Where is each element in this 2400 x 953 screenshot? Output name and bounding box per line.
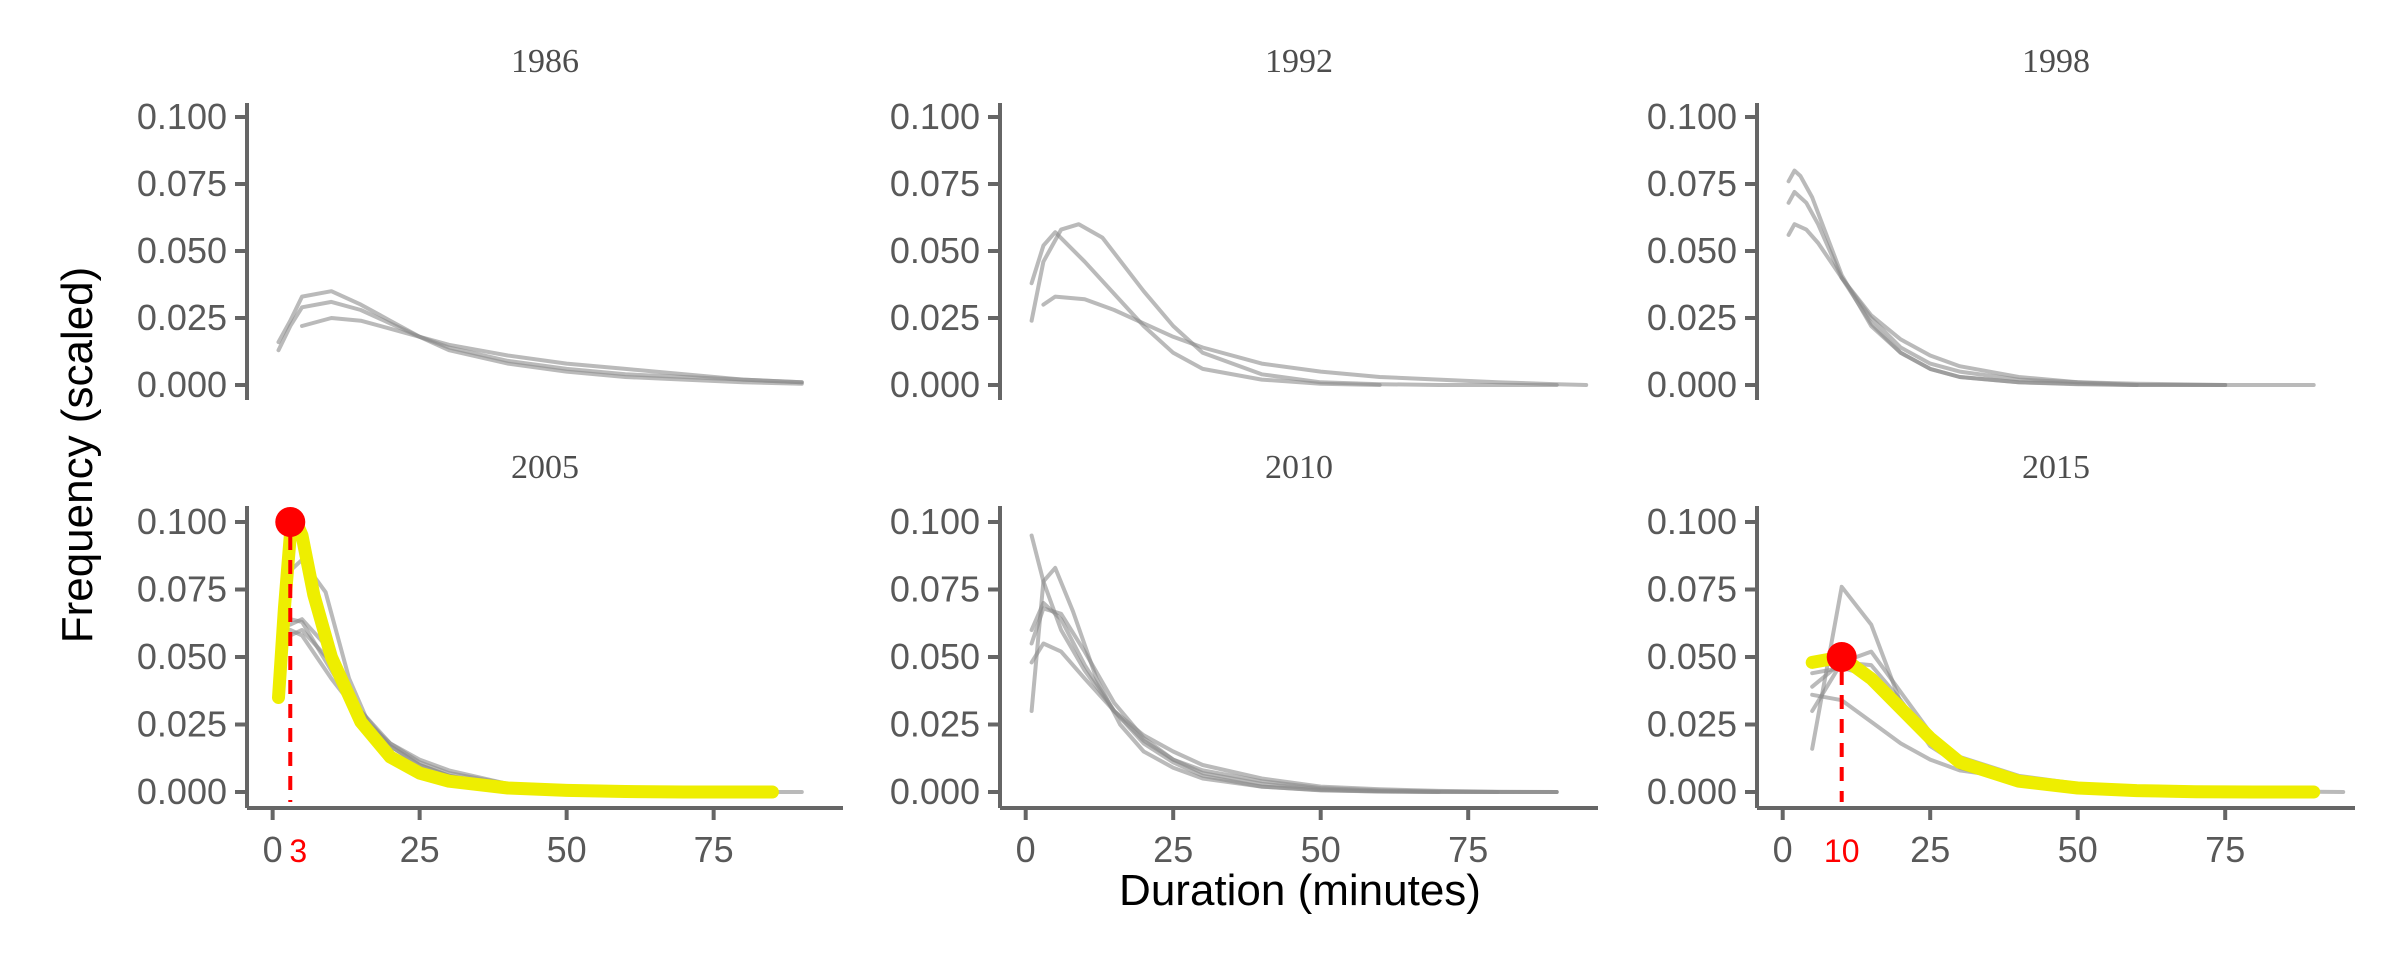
- series-line-4: [1029, 641, 1559, 794]
- y-tick-label: 0.100: [1647, 501, 1737, 542]
- y-tick-label: 0.100: [137, 501, 227, 542]
- y-tick-label: 0.075: [137, 163, 227, 204]
- series-line-3: [1029, 606, 1559, 794]
- y-tick-label: 0.075: [1647, 163, 1737, 204]
- highlight-line: [1805, 650, 2321, 799]
- series-line-2: [1029, 222, 1559, 387]
- peak-label: 3: [289, 833, 307, 869]
- series-line-3: [1786, 168, 2316, 387]
- x-tick-label: 75: [694, 829, 734, 870]
- series-line-2: [1810, 649, 2316, 794]
- panel-title: 1986: [511, 43, 579, 80]
- series-line-5: [1029, 601, 1441, 794]
- y-tick-label: 0.000: [890, 771, 980, 812]
- series-line-2: [1786, 190, 2228, 387]
- panel-title: 1998: [2022, 43, 2090, 80]
- series-line-5: [1810, 660, 2316, 794]
- series-line-3: [1041, 294, 1589, 387]
- y-axis-title: Frequency (scaled): [53, 267, 102, 644]
- series-line-2: [276, 289, 804, 386]
- x-tick-label: 0: [1773, 829, 1793, 870]
- panel-title: 2010: [1265, 449, 1333, 486]
- y-tick-label: 0.075: [137, 569, 227, 610]
- y-tick-label: 0.075: [890, 569, 980, 610]
- y-tick-label: 0.100: [890, 96, 980, 137]
- panel-1992: 1992 0.000 0.025 0.050 0.075 0.100: [890, 43, 1589, 405]
- x-tick-label: 50: [2058, 829, 2098, 870]
- x-tick-label: 75: [1448, 829, 1488, 870]
- panel-title: 2015: [2022, 449, 2090, 486]
- peak-label: 10: [1824, 833, 1860, 869]
- y-tick-label: 0.000: [1647, 364, 1737, 405]
- y-tick-label: 0.025: [1647, 704, 1737, 745]
- y-tick-label: 0.050: [137, 636, 227, 677]
- y-tick-label: 0.050: [1647, 636, 1737, 677]
- panel-2005: 2005 0.000 0.025 0.050 0.075 0.100 0 25 50 75 3: [137, 449, 843, 870]
- series-line-3: [300, 316, 804, 385]
- series-line-1: [276, 299, 804, 385]
- y-tick-label: 0.050: [1647, 230, 1737, 271]
- y-tick-label: 0.000: [137, 771, 227, 812]
- x-tick-label: 0: [1016, 829, 1036, 870]
- series-line-4: [1839, 275, 2139, 387]
- peak-marker: [275, 507, 306, 537]
- peak-marker: [1826, 642, 1857, 672]
- x-tick-label: 75: [2205, 829, 2245, 870]
- x-tick-label: 25: [1910, 829, 1950, 870]
- x-tick-label: 50: [1301, 829, 1341, 870]
- x-tick-label: 25: [1153, 829, 1193, 870]
- y-tick-label: 0.075: [890, 163, 980, 204]
- y-tick-label: 0.000: [137, 364, 227, 405]
- panel-title: 1992: [1265, 43, 1333, 80]
- panel-2010: 2010 0.000 0.025 0.050 0.075 0.100 0 25 50 75: [890, 449, 1598, 870]
- series-line-1: [1029, 533, 1559, 794]
- y-tick-label: 0.000: [890, 364, 980, 405]
- highlight-line: [272, 515, 779, 799]
- y-tick-label: 0.025: [890, 704, 980, 745]
- series-line-1: [1029, 230, 1382, 387]
- x-tick-label: 25: [400, 829, 440, 870]
- y-tick-label: 0.050: [137, 230, 227, 271]
- series-line-2: [288, 557, 804, 794]
- y-tick-label: 0.050: [890, 636, 980, 677]
- y-tick-label: 0.100: [890, 501, 980, 542]
- y-tick-label: 0.100: [137, 96, 227, 137]
- x-tick-label: 50: [547, 829, 587, 870]
- panel-1986: 1986 0.000 0.025 0.050 0.075 0.100: [137, 43, 804, 405]
- panel-title: 2005: [511, 449, 579, 486]
- y-tick-label: 0.050: [890, 230, 980, 271]
- series-line-4: [1810, 692, 2346, 794]
- y-tick-label: 0.025: [1647, 297, 1737, 338]
- y-tick-label: 0.025: [137, 704, 227, 745]
- y-tick-label: 0.025: [890, 297, 980, 338]
- y-tick-label: 0.100: [1647, 96, 1737, 137]
- y-tick-label: 0.000: [1647, 771, 1737, 812]
- panel-2015: 2015 0.000 0.025 0.050 0.075 0.100 0 25 50 75 10: [1647, 449, 2355, 870]
- panel-1998: 1998 0.000 0.025 0.050 0.075 0.100: [1647, 43, 2316, 405]
- x-tick-label: 0: [263, 829, 283, 870]
- series-line-1: [1786, 222, 2228, 387]
- y-tick-label: 0.075: [1647, 569, 1737, 610]
- x-axis-title: Duration (minutes): [1119, 866, 1481, 915]
- y-tick-label: 0.025: [137, 297, 227, 338]
